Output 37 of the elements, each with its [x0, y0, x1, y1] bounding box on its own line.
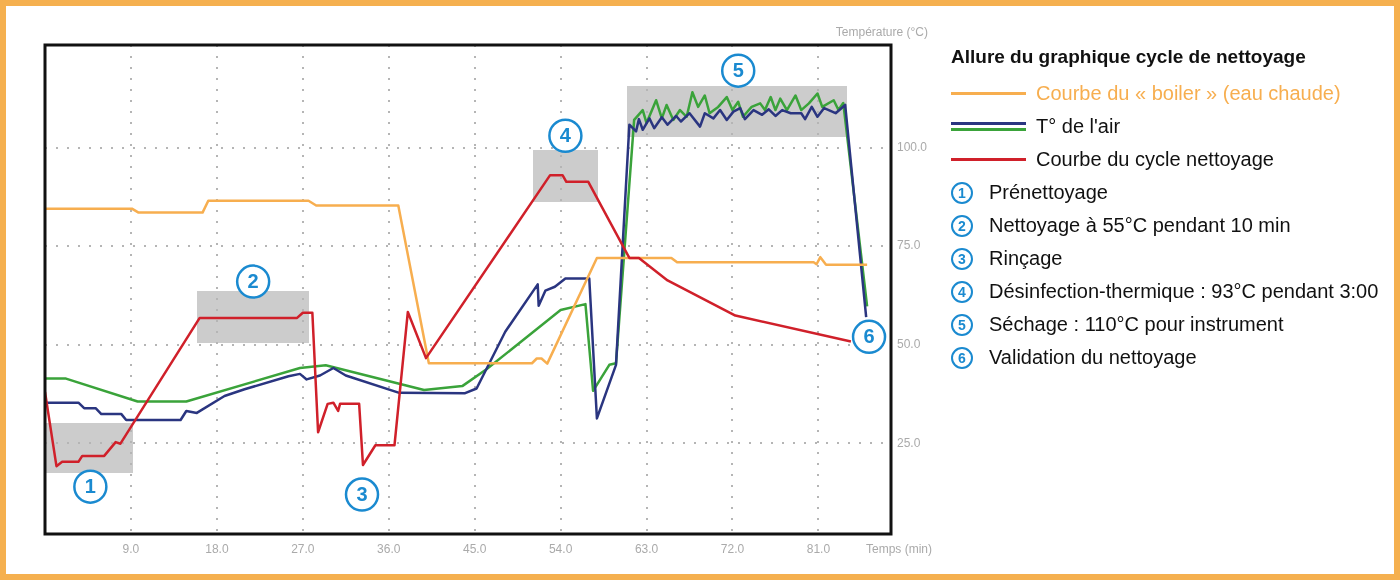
- annotation: 3: [356, 483, 368, 506]
- y-tick-label: 50.0: [897, 337, 921, 352]
- legend-label: T° de l'air: [1036, 115, 1121, 138]
- y-tick-label: 100.0: [897, 139, 928, 154]
- legend-label: Courbe du « boiler » (eau chaude): [1036, 82, 1341, 105]
- text: Allure du graphique cycle de nettoyage: [951, 46, 1307, 68]
- x-tick-label: 36.0: [377, 541, 401, 556]
- annotation: 4: [559, 124, 572, 147]
- x-tick-label: 9.0: [122, 541, 140, 556]
- text: Prénettoyage: [989, 181, 1108, 204]
- y-axis-title: Température (°C): [835, 25, 928, 40]
- text: Validation du nettoyage: [989, 346, 1197, 369]
- text: 3: [958, 250, 966, 267]
- y-tick-label: 25.0: [897, 435, 921, 450]
- x-tick-label: 27.0: [291, 541, 315, 556]
- x-axis-title: Temps (min): [865, 542, 932, 557]
- annotation: 6: [863, 325, 875, 348]
- text: 4: [958, 283, 966, 300]
- annotation: 2: [247, 270, 259, 293]
- text: Désinfection-thermique : 93°C pendant 3:00: [989, 280, 1379, 303]
- text: Nettoyage à 55°C pendant 10 min: [989, 214, 1291, 237]
- x-tick-label: 45.0: [463, 541, 487, 556]
- x-tick-label: 63.0: [634, 541, 659, 556]
- text: 5: [958, 316, 966, 333]
- text: Séchage : 110°C pour instrument: [989, 313, 1284, 336]
- x-tick-label: 18.0: [205, 541, 229, 556]
- y-tick-label: 75.0: [897, 238, 921, 253]
- x-tick-label: 54.0: [548, 541, 573, 556]
- x-tick-label: 81.0: [806, 541, 831, 556]
- text: Rinçage: [989, 247, 1063, 270]
- legend-label: Courbe du cycle nettoyage: [1036, 148, 1274, 171]
- text: 1: [958, 184, 966, 201]
- annotation: 5: [732, 59, 744, 82]
- x-tick-label: 72.0: [720, 541, 745, 556]
- text: 2: [958, 217, 966, 234]
- annotation: 1: [84, 475, 96, 498]
- text: 6: [958, 349, 966, 366]
